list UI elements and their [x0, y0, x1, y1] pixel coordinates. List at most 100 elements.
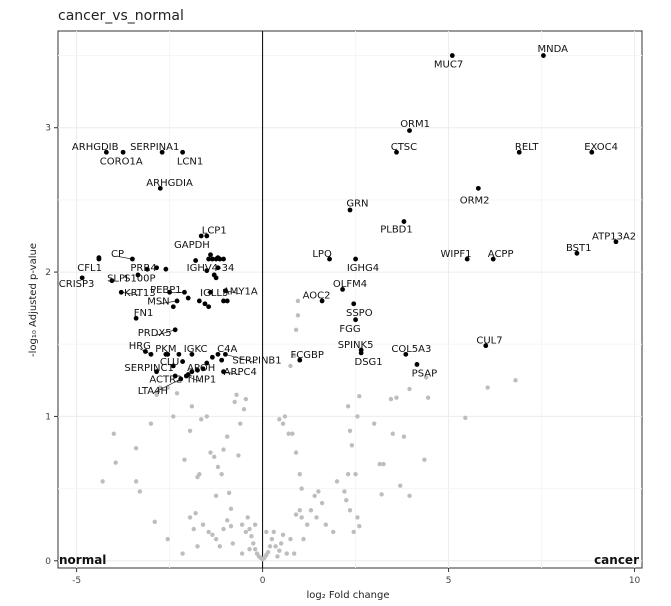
point-significant	[193, 258, 199, 263]
gene-label-coro1a: CORO1A	[100, 156, 143, 167]
point-non-significant	[394, 395, 399, 400]
point-non-significant	[219, 471, 224, 477]
point-psap	[414, 362, 420, 367]
point-non-significant	[485, 385, 490, 390]
point-non-significant	[251, 541, 256, 546]
point-non-significant	[221, 526, 226, 532]
gene-label-prdx5: PRDX5	[138, 328, 172, 339]
point-non-significant	[264, 529, 269, 535]
point-non-significant	[249, 534, 254, 539]
point-muc7	[449, 53, 455, 58]
gene-label-ctsc: CTSC	[391, 142, 417, 153]
point-significant	[196, 298, 202, 304]
point-non-significant	[182, 457, 187, 462]
gene-labels: MNDA MUC7 ORM1 CTSC RELT EXOC4 ORM2 GRN PLBD1 ATP…	[59, 44, 636, 397]
point-non-significant	[347, 428, 353, 434]
point-significant	[206, 304, 212, 310]
point-olfm4	[340, 286, 345, 292]
point-non-significant	[293, 450, 299, 455]
point-crisp3	[79, 275, 85, 281]
point-non-significant	[424, 375, 429, 380]
point-non-significant	[133, 445, 139, 451]
point-fgg	[353, 317, 358, 323]
point-non-significant	[323, 522, 329, 527]
point-non-significant	[349, 443, 355, 448]
gene-label-olfm4: OLFM4	[333, 279, 367, 290]
gene-label-lpq: LPQ	[312, 249, 332, 260]
point-non-significant	[252, 522, 258, 527]
point-non-significant	[191, 526, 196, 532]
point-non-significant	[284, 551, 289, 556]
point-non-significant	[234, 392, 239, 397]
point-non-significant	[353, 471, 358, 477]
gene-label-pebp1: PEBP1	[150, 285, 182, 296]
point-significant	[200, 366, 206, 372]
x-tick-label: -5	[72, 576, 81, 586]
leader-arpc4	[223, 371, 241, 375]
point-s100p	[135, 272, 141, 278]
non-significant-points	[100, 298, 518, 562]
point-non-significant	[195, 544, 200, 549]
point-plbd1	[401, 219, 407, 224]
point-non-significant	[297, 471, 302, 477]
point-c4a	[215, 351, 221, 357]
point-non-significant	[390, 431, 395, 436]
point-significant	[213, 275, 219, 281]
point-apoh	[204, 360, 210, 366]
gene-label-amy1a: AMY1A	[223, 286, 258, 297]
point-non-significant	[221, 447, 226, 452]
gene-label-sspo: SSPO	[346, 308, 373, 319]
y-tick-label: 0	[45, 557, 51, 567]
point-significant	[189, 369, 195, 375]
point-non-significant	[305, 522, 310, 527]
gene-label-acpp: ACPP	[488, 249, 514, 260]
point-non-significant	[282, 414, 288, 419]
gene-label-cul7: CUL7	[476, 335, 502, 346]
point-non-significant	[199, 417, 204, 422]
point-non-significant	[290, 431, 295, 436]
point-non-significant	[187, 515, 193, 520]
leader-krt13	[121, 291, 140, 296]
gene-label-fn1: FN1	[134, 308, 154, 319]
gene-label-atp13a2: ATP13A2	[592, 231, 636, 242]
point-non-significant	[342, 489, 347, 494]
gene-label-lcp1: LCP1	[202, 226, 227, 237]
point-non-significant	[210, 532, 215, 537]
point-non-significant	[189, 404, 195, 409]
point-significant	[202, 301, 208, 307]
point-prr4	[154, 265, 159, 271]
point-non-significant	[241, 407, 247, 412]
point-non-significant	[388, 396, 394, 402]
point-non-significant	[215, 464, 221, 470]
point-non-significant	[213, 493, 219, 499]
point-non-significant	[319, 500, 325, 506]
point-non-significant	[357, 523, 362, 529]
point-non-significant	[357, 394, 362, 399]
point-grn	[347, 207, 353, 213]
gene-label-pkm: PKM	[155, 344, 176, 355]
point-non-significant	[312, 493, 317, 499]
gene-label-s100p: S100P	[124, 273, 155, 284]
leader-timp1	[186, 375, 202, 383]
point-non-significant	[292, 551, 297, 556]
point-non-significant	[265, 549, 271, 555]
point-non-significant	[401, 434, 407, 439]
leader-serpinb1	[225, 354, 258, 364]
point-acpp	[490, 256, 496, 262]
gene-label-lcn1: LCN1	[177, 156, 203, 167]
point-non-significant	[236, 453, 241, 458]
point-aoc2	[319, 298, 325, 304]
point-atp13a2	[613, 239, 619, 245]
gene-label-cp: CP	[111, 249, 124, 260]
y-axis-label: -log₁₀ Adjusted p-value	[28, 243, 39, 357]
point-significant	[219, 357, 225, 363]
point-non-significant	[228, 506, 234, 512]
point-ctsc	[394, 149, 399, 155]
point-significant	[204, 268, 210, 274]
point-non-significant	[288, 363, 293, 369]
point-non-significant	[247, 526, 252, 532]
point-fn1	[133, 315, 139, 321]
point-actr2	[172, 373, 178, 379]
point-mnda	[541, 53, 546, 58]
gene-label-relt: RELT	[515, 142, 539, 153]
